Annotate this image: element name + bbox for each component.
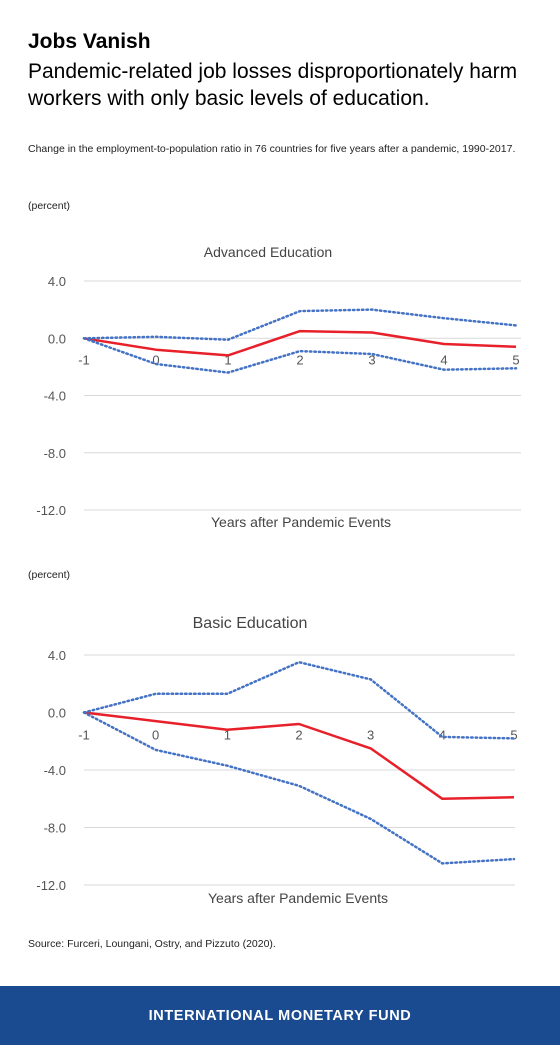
footer-label: INTERNATIONAL MONETARY FUND: [148, 1007, 412, 1024]
series-line-upper-band: [82, 660, 516, 740]
chart-2-unit-label: (percent): [28, 569, 71, 581]
x-tick-label: 3: [367, 728, 374, 743]
figure-subtitle: Pandemic-related job losses disproportio…: [28, 60, 518, 110]
y-tick-label: 0.0: [48, 331, 66, 346]
series-line-lower-band: [82, 711, 516, 865]
y-tick-label: -8.0: [44, 446, 66, 461]
x-tick-label: 4: [440, 352, 447, 367]
y-tick-label: -12.0: [36, 503, 66, 518]
x-tick-label: 0: [152, 352, 159, 367]
x-axis-label: Years after Pandemic Events: [211, 514, 391, 530]
y-tick-label: 0.0: [48, 706, 66, 721]
x-tick-label: 1: [224, 352, 231, 367]
chart-basic-education: Basic Education 4.0 0.0 -4.0 -8.0 -12.0 -1 0 1 2 3…: [36, 615, 517, 906]
x-tick-label: 1: [224, 728, 231, 743]
x-tick-label: 2: [296, 352, 303, 367]
x-tick-label: 5: [512, 352, 519, 367]
footer-banner: INTERNATIONAL MONETARY FUND: [0, 986, 560, 1045]
x-tick-label: -1: [78, 728, 90, 743]
y-tick-label: -8.0: [44, 821, 66, 836]
source-note: Source: Furceri, Loungani, Ostry, and Pi…: [28, 938, 276, 950]
x-tick-label: 2: [295, 728, 302, 743]
chart-advanced-education: Advanced Education 4.0 0.0 -4.0 -8.0 -12.0 -1 0…: [36, 244, 521, 530]
series-line-lower-band: [82, 337, 518, 374]
y-tick-label: 4.0: [48, 274, 66, 289]
x-tick-label: -1: [78, 352, 90, 367]
series-line-upper-band: [82, 308, 518, 341]
chart-1-unit-label: (percent): [28, 200, 71, 212]
chart-title: Basic Education: [193, 615, 308, 632]
figure-title: Jobs Vanish: [28, 30, 151, 53]
x-tick-label: 4: [439, 728, 446, 743]
x-tick-label: 5: [510, 728, 517, 743]
y-tick-label: 4.0: [48, 648, 66, 663]
y-tick-label: -4.0: [44, 389, 66, 404]
chart-title: Advanced Education: [204, 244, 332, 260]
y-tick-label: -12.0: [36, 878, 66, 893]
figure-note: Change in the employment-to-population r…: [28, 143, 516, 155]
series-line-estimate: [83, 329, 517, 357]
x-tick-label: 3: [368, 352, 375, 367]
series-line-estimate: [83, 711, 515, 801]
x-axis-label: Years after Pandemic Events: [208, 890, 388, 906]
x-tick-label: 0: [152, 728, 159, 743]
y-tick-label: -4.0: [44, 763, 66, 778]
